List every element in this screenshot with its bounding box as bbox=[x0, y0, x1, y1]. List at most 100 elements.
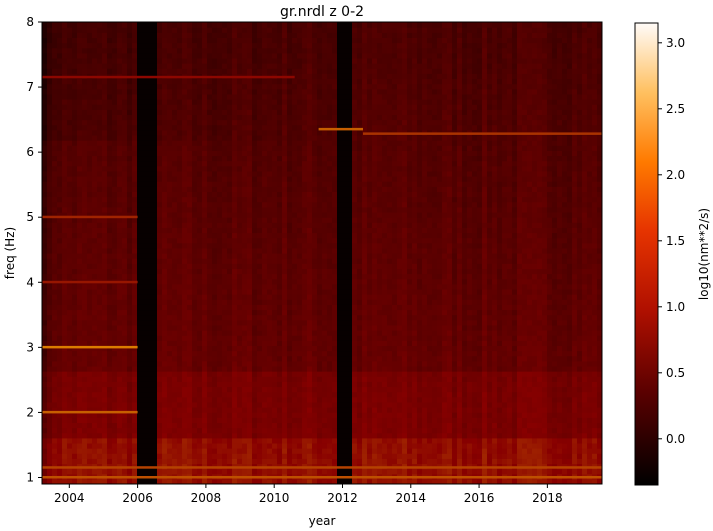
heatmap-cell bbox=[162, 47, 168, 54]
heatmap-cell bbox=[227, 129, 233, 136]
heatmap-cell bbox=[197, 22, 203, 28]
heatmap-cell bbox=[197, 350, 203, 357]
heatmap-cell bbox=[232, 217, 238, 223]
heatmap-cell bbox=[197, 319, 203, 326]
heatmap-cell bbox=[222, 401, 228, 408]
heatmap-cell bbox=[277, 88, 283, 95]
heatmap-cell bbox=[157, 201, 163, 208]
heatmap-cell bbox=[57, 93, 63, 100]
heatmap-cell bbox=[277, 211, 283, 218]
heatmap-cell bbox=[277, 222, 283, 228]
heatmap-cell bbox=[267, 391, 273, 398]
heatmap-cell bbox=[242, 273, 248, 280]
heatmap-cell bbox=[82, 319, 88, 326]
heatmap-cell bbox=[102, 186, 108, 192]
heatmap-cell bbox=[162, 206, 168, 213]
heatmap-cell bbox=[192, 206, 198, 213]
heatmap-cell bbox=[72, 288, 78, 295]
heatmap-cell bbox=[172, 391, 178, 398]
heatmap-cell bbox=[187, 263, 193, 269]
heatmap-cell bbox=[187, 437, 193, 444]
heatmap-cell bbox=[82, 232, 88, 239]
heatmap-cell bbox=[277, 371, 283, 377]
heatmap-cell bbox=[97, 242, 103, 249]
heatmap-cell bbox=[147, 273, 153, 280]
heatmap-cell bbox=[157, 47, 163, 54]
heatmap-cell bbox=[237, 22, 243, 28]
heatmap-cell bbox=[287, 309, 293, 316]
heatmap-cell bbox=[302, 391, 308, 398]
heatmap-cell bbox=[257, 422, 263, 429]
heatmap-cell bbox=[82, 376, 88, 382]
heatmap-cell bbox=[107, 350, 113, 357]
heatmap-cell bbox=[257, 412, 263, 418]
heatmap-cell bbox=[87, 381, 93, 388]
heatmap-cell bbox=[87, 124, 93, 131]
heatmap-cell bbox=[47, 52, 53, 59]
heatmap-cell bbox=[182, 222, 188, 228]
heatmap-cell bbox=[262, 442, 268, 449]
heatmap-cell bbox=[72, 145, 78, 151]
heatmap-cell bbox=[282, 376, 288, 382]
heatmap-cell bbox=[112, 237, 118, 244]
heatmap-cell bbox=[247, 176, 253, 182]
heatmap-cell bbox=[62, 391, 68, 398]
heatmap-cell bbox=[242, 37, 248, 44]
heatmap-cell bbox=[77, 37, 83, 44]
heatmap-cell bbox=[57, 407, 63, 413]
heatmap-cell bbox=[252, 181, 258, 187]
heatmap-cell bbox=[142, 42, 148, 49]
heatmap-cell bbox=[307, 330, 313, 336]
heatmap-cell bbox=[222, 42, 228, 49]
heatmap-cell bbox=[187, 109, 193, 115]
heatmap-cell bbox=[42, 335, 48, 341]
heatmap-cell bbox=[122, 27, 128, 33]
heatmap-cell bbox=[87, 63, 93, 69]
heatmap-cell bbox=[152, 376, 158, 382]
heatmap-cell bbox=[257, 186, 263, 192]
heatmap-cell bbox=[272, 42, 278, 49]
heatmap-cell bbox=[267, 458, 273, 465]
heatmap-cell bbox=[52, 170, 58, 177]
heatmap-cell bbox=[107, 427, 113, 434]
heatmap-cell bbox=[42, 104, 48, 110]
heatmap-cell bbox=[252, 396, 258, 403]
heatmap-cell bbox=[227, 376, 233, 382]
heatmap-cell bbox=[247, 437, 253, 444]
heatmap-cell bbox=[62, 407, 68, 413]
heatmap-cell bbox=[297, 114, 303, 121]
heatmap-cell bbox=[307, 340, 313, 346]
heatmap-cell bbox=[42, 191, 48, 198]
heatmap-cell bbox=[97, 263, 103, 269]
heatmap-cell bbox=[232, 22, 238, 28]
heatmap-cell bbox=[307, 247, 313, 254]
heatmap-cell bbox=[92, 335, 98, 341]
heatmap-cell bbox=[112, 176, 118, 182]
heatmap-cell bbox=[77, 294, 83, 300]
heatmap-cell bbox=[267, 242, 273, 249]
heatmap-cell bbox=[142, 186, 148, 192]
heatmap-cell bbox=[202, 211, 208, 218]
heatmap-cell bbox=[312, 242, 318, 249]
heatmap-cell bbox=[107, 268, 113, 275]
heatmap-cell bbox=[232, 150, 238, 157]
heatmap-cell bbox=[47, 181, 53, 187]
heatmap-cell bbox=[172, 468, 178, 475]
heatmap-cell bbox=[247, 134, 253, 141]
heatmap-cell bbox=[247, 268, 253, 275]
heatmap-cell bbox=[82, 186, 88, 192]
heatmap-cell bbox=[42, 427, 48, 434]
heatmap-cell bbox=[187, 304, 193, 311]
heatmap-cell bbox=[52, 294, 58, 300]
heatmap-cell bbox=[312, 288, 318, 295]
heatmap-cell bbox=[222, 57, 228, 64]
heatmap-cell bbox=[117, 155, 123, 162]
heatmap-cell bbox=[107, 196, 113, 203]
heatmap-cell bbox=[82, 304, 88, 311]
heatmap-cell bbox=[87, 27, 93, 33]
heatmap-cell bbox=[142, 99, 148, 105]
heatmap-cell bbox=[92, 104, 98, 110]
heatmap-cell bbox=[237, 468, 243, 475]
heatmap-cell bbox=[177, 222, 183, 228]
heatmap-cell bbox=[67, 242, 73, 249]
